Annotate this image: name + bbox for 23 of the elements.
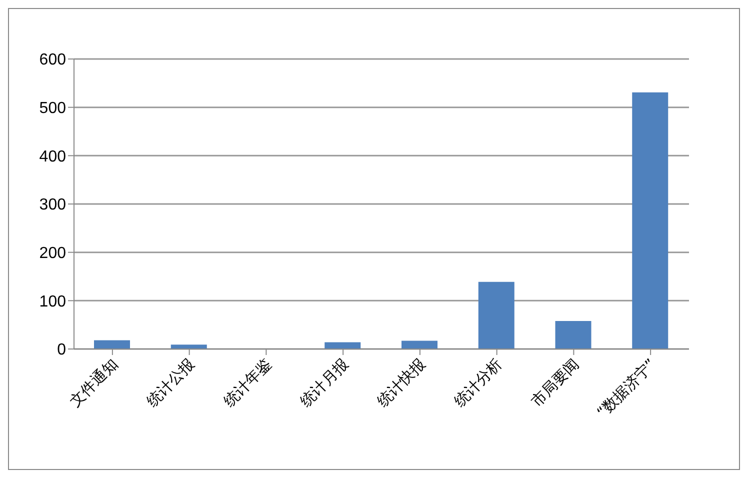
y-tick-label: 400 bbox=[39, 148, 66, 166]
y-tick-label: 300 bbox=[39, 196, 66, 214]
y-tick-label: 600 bbox=[39, 52, 66, 69]
chart-frame: 文件通知 统计公报 统计年鉴 统计月报 统计快报 统计分析 市局要闻 “数据济宁” 0 100 200 300 400 500 600 bbox=[8, 8, 740, 470]
y-tick-label: 500 bbox=[39, 100, 66, 118]
y-tick-label: 200 bbox=[39, 245, 66, 262]
bar bbox=[170, 344, 207, 349]
x-tick-label: “数据济宁” bbox=[593, 355, 660, 422]
bar bbox=[94, 340, 130, 349]
bar bbox=[324, 342, 361, 349]
y-tick-label: 100 bbox=[39, 293, 66, 310]
x-tick-label: 统计年鉴 bbox=[220, 355, 276, 410]
bar bbox=[478, 282, 514, 349]
y-tick-label: 0 bbox=[57, 342, 66, 359]
x-tick-label: 文件通知 bbox=[66, 355, 122, 410]
bar bbox=[555, 320, 592, 349]
x-tick-label: 统计快报 bbox=[374, 355, 429, 410]
bar bbox=[632, 92, 668, 349]
x-tick-label: 统计公报 bbox=[142, 355, 198, 410]
x-tick-label: 统计月报 bbox=[296, 355, 352, 410]
bar bbox=[402, 340, 438, 349]
x-tick-label: 统计分析 bbox=[450, 355, 506, 410]
x-tick-label: 市局要闻 bbox=[527, 355, 583, 410]
